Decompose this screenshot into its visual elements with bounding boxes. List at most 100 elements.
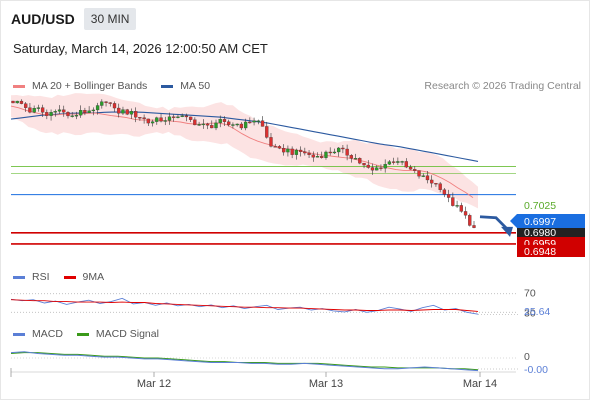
candle-body [66, 112, 70, 117]
level-tag-text: 0.6997 [524, 216, 556, 228]
candle-body [307, 152, 311, 155]
header: AUD/USD 30 MIN [11, 8, 137, 30]
x-tick-label: Mar 13 [309, 378, 343, 390]
candle-body [455, 205, 459, 207]
candles [11, 99, 476, 229]
ma20-line [10, 105, 474, 198]
candle-body [112, 103, 117, 109]
candle-body [201, 123, 205, 126]
legend-ma20-label: MA 20 + Bollinger Bands [32, 80, 148, 92]
candle-body [417, 170, 421, 177]
candle-body [286, 148, 290, 153]
candle-body [383, 164, 387, 169]
candle-body [451, 197, 455, 206]
candle-body [100, 101, 104, 106]
candle-body [163, 120, 167, 122]
legend-rsi: RSI [13, 271, 50, 283]
candle-body [210, 125, 214, 129]
candle-body [260, 120, 265, 127]
rsi-9ma-line [10, 299, 479, 312]
candle-body [104, 101, 108, 103]
legend-macd-signal-label: MACD Signal [95, 328, 159, 340]
candle-body [413, 169, 417, 171]
candle-body [290, 148, 294, 155]
candle-body [282, 148, 286, 153]
candle-body [218, 119, 222, 124]
legend-ma50: MA 50 [161, 80, 210, 92]
ma20-swatch [13, 84, 25, 88]
symbol-title: AUD/USD [11, 11, 75, 27]
level-tag-text: 0.6948 [524, 246, 556, 258]
candle-body [176, 116, 180, 118]
candle-body [138, 117, 142, 119]
candle-body [180, 115, 184, 117]
candle-body [70, 115, 74, 117]
candle-body [472, 225, 476, 228]
timestamp: Saturday, March 14, 2026 12:00:50 AM CET [13, 41, 268, 56]
rsi-line [10, 297, 479, 315]
candle-body [303, 151, 307, 154]
candle-body [150, 121, 155, 124]
macd-legend: MACD MACD Signal [13, 328, 173, 340]
candle-body [197, 124, 201, 126]
candle-body [193, 119, 197, 126]
legend-macd-signal: MACD Signal [76, 328, 159, 340]
candle-body [184, 115, 189, 118]
candle-body [129, 111, 134, 115]
candle-body [155, 117, 159, 122]
candle-body [459, 205, 463, 212]
9ma-swatch [63, 275, 76, 279]
candle-body [231, 124, 235, 126]
candle-body [15, 100, 19, 104]
candle-body [375, 167, 379, 171]
candle-body [425, 175, 430, 181]
level-label-0.6980: 0.6980 [517, 227, 585, 239]
interval-button[interactable]: 30 MIN [83, 8, 137, 30]
candle-body [167, 116, 172, 121]
candle-body [421, 175, 425, 177]
candle-body [108, 102, 112, 104]
macd-swatch [13, 332, 25, 336]
candle-body [320, 156, 324, 158]
legend-macd-label: MACD [32, 328, 63, 340]
candle-body [227, 121, 231, 125]
macd-last-value: -0.00 [524, 364, 548, 376]
candle-body [341, 147, 345, 150]
rsi-tick-30: 30 [524, 307, 536, 319]
candle-body [159, 117, 163, 122]
candle-body [358, 158, 362, 164]
candle-body [349, 155, 353, 159]
candle-body [311, 154, 315, 158]
level-tag-bg [517, 245, 585, 257]
candle-body [400, 161, 404, 163]
bollinger-band [11, 93, 478, 209]
candle-body [324, 151, 328, 158]
candle-body [243, 121, 248, 129]
candle-body [366, 164, 370, 168]
candle-body [370, 167, 375, 171]
legend-macd: MACD [13, 328, 63, 340]
level-tag-bg [517, 227, 585, 237]
candle-body [430, 179, 434, 184]
legend-ma50-label: MA 50 [180, 80, 211, 92]
candle-body [362, 162, 366, 166]
candle-body [252, 120, 256, 123]
level-label-0.6997: 0.6997 [510, 214, 585, 228]
candle-body [121, 109, 125, 114]
candle-body [134, 111, 138, 118]
candle-body [379, 167, 383, 169]
candle-body [146, 118, 150, 124]
candle-body [353, 158, 358, 160]
rsi-tick-70: 70 [524, 288, 536, 300]
candle-body [404, 161, 408, 168]
level-tag-text: 0.7025 [524, 200, 556, 212]
candle-body [36, 107, 41, 109]
candle-body [188, 116, 193, 120]
candle-body [248, 121, 252, 124]
candle-body [277, 146, 282, 149]
candle-body [265, 126, 269, 138]
candle-body [125, 109, 129, 115]
candle-body [172, 116, 176, 118]
candle-body [87, 110, 91, 113]
